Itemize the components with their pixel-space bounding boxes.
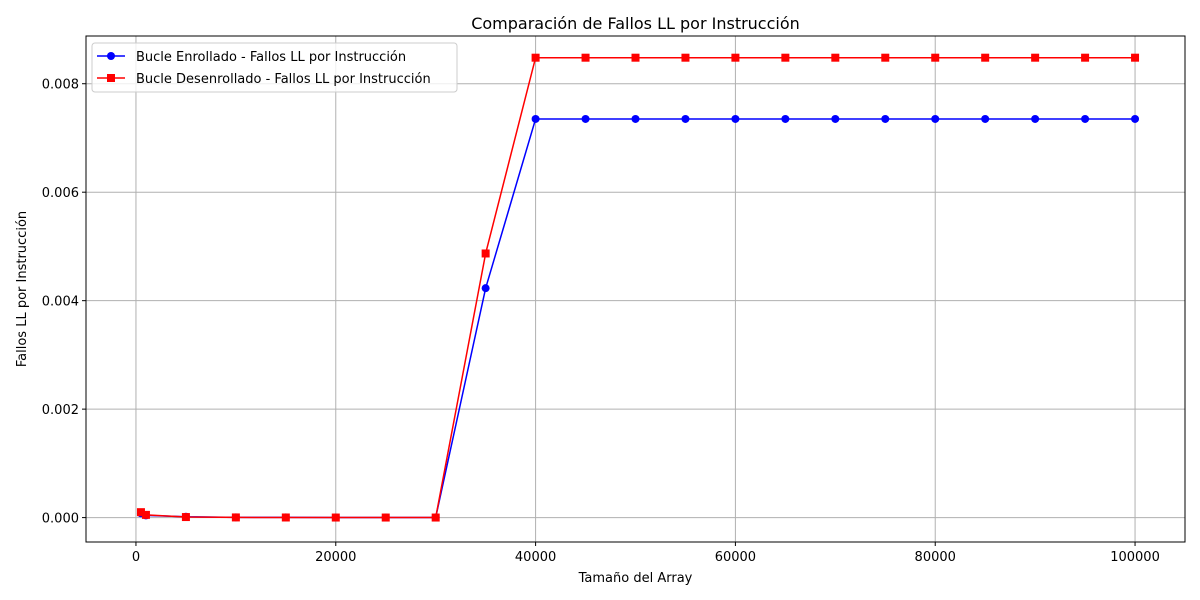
y-tick-label: 0.004 — [42, 295, 79, 310]
series-1-point — [881, 114, 890, 123]
chart-title: Comparación de Fallos LL por Instrucción — [471, 14, 800, 33]
series-1-point — [631, 114, 640, 123]
x-tick-label: 20000 — [315, 550, 356, 565]
y-tick-label: 0.002 — [42, 403, 79, 418]
x-tick-label: 80000 — [915, 550, 956, 565]
series-1-point — [781, 114, 790, 123]
series-2-point — [531, 53, 540, 62]
series-2-point — [1131, 53, 1140, 62]
series-1-point — [581, 114, 590, 123]
series-1-point — [1131, 114, 1140, 123]
legend-marker-series-2 — [107, 74, 115, 82]
series-1-point — [831, 114, 840, 123]
series-2-point — [631, 53, 640, 62]
series-2-point — [181, 513, 190, 522]
y-tick-label: 0.006 — [42, 186, 79, 201]
legend: Bucle Enrollado - Fallos LL por Instrucc… — [91, 42, 458, 93]
series-1-point — [981, 114, 990, 123]
series-2-line — [140, 56, 1136, 519]
y-axis-ticks: 0.000 0.002 0.004 0.006 0.008 — [42, 78, 86, 527]
x-axis-ticks: 0 20000 40000 60000 80000 100000 — [132, 542, 1160, 565]
x-tick-label: 40000 — [515, 550, 556, 565]
series-1-point — [1081, 114, 1090, 123]
x-axis-label: Tamaño del Array — [578, 571, 693, 586]
series-2 — [136, 53, 1140, 522]
series-2-point — [731, 53, 740, 62]
series-2-point — [781, 53, 790, 62]
series-2-point — [431, 513, 440, 522]
series-2-point — [581, 53, 590, 62]
legend-label-series-2: Bucle Desenrollado - Fallos LL por Instr… — [136, 72, 431, 87]
series-1-point — [531, 114, 540, 123]
legend-box — [91, 42, 458, 93]
series-2-point — [881, 53, 890, 62]
series-1-point — [481, 284, 490, 293]
legend-marker-series-1 — [107, 52, 115, 60]
series-2-point — [331, 513, 340, 522]
series-2-point — [831, 53, 840, 62]
series-1-point — [731, 114, 740, 123]
y-axis-label: Fallos LL por Instrucción — [15, 211, 30, 367]
series-layer — [136, 53, 1140, 522]
series-2-point — [931, 53, 940, 62]
y-tick-label: 0.008 — [42, 78, 79, 93]
x-tick-label: 100000 — [1110, 550, 1160, 565]
series-2-point — [141, 510, 150, 519]
plot-area-frame — [85, 35, 1186, 543]
series-2-point — [981, 53, 990, 62]
series-2-point — [1031, 53, 1040, 62]
series-2-point — [231, 513, 240, 522]
series-2-point — [681, 53, 690, 62]
series-2-point — [481, 249, 490, 258]
series-1-point — [1031, 114, 1040, 123]
series-2-point — [136, 508, 145, 517]
series-2-point — [1081, 53, 1090, 62]
series-1-point — [931, 114, 940, 123]
series-1-point — [681, 114, 690, 123]
x-tick-label: 60000 — [715, 550, 756, 565]
series-2-point — [381, 513, 390, 522]
x-tick-label: 0 — [132, 550, 140, 565]
series-2-point — [281, 513, 290, 522]
legend-label-series-1: Bucle Enrollado - Fallos LL por Instrucc… — [136, 50, 406, 65]
y-tick-label: 0.000 — [42, 512, 79, 527]
